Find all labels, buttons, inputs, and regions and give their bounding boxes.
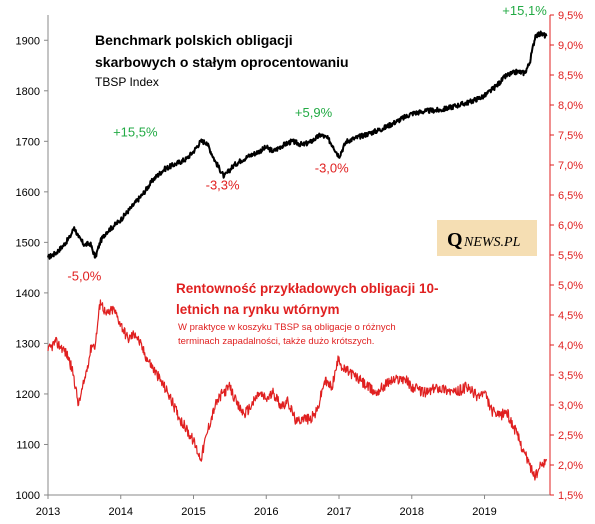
left-tick-label: 1500	[16, 237, 40, 249]
right-tick-label: 6,5%	[558, 190, 583, 202]
change-annotation: +15,5%	[113, 124, 158, 139]
change-annotation: -5,0%	[67, 268, 101, 283]
right-tick-label: 8,0%	[558, 100, 583, 112]
right-tick-label: 2,0%	[558, 460, 583, 472]
yield-note-line2: terminach zapadalności, także dużo króts…	[178, 336, 374, 347]
x-tick-label: 2019	[472, 506, 496, 518]
right-tick-label: 2,5%	[558, 430, 583, 442]
x-tick-label: 2015	[181, 506, 205, 518]
bond-yield-line	[47, 299, 547, 481]
change-annotation: +5,9%	[295, 105, 333, 120]
yield-title-line1: Rentowność przykładowych obligacji 10-	[176, 281, 439, 296]
right-tick-label: 5,5%	[558, 250, 583, 262]
x-tick-label: 2014	[109, 506, 133, 518]
tbsp-index-line	[47, 30, 548, 260]
right-tick-label: 9,5%	[558, 10, 583, 22]
left-tick-label: 1000	[16, 490, 40, 502]
left-tick-label: 1300	[16, 338, 40, 350]
left-tick-label: 1800	[16, 86, 40, 98]
left-tick-label: 1200	[16, 389, 40, 401]
left-tick-label: 1900	[16, 35, 40, 47]
right-tick-label: 4,0%	[558, 340, 583, 352]
right-tick-label: 7,0%	[558, 160, 583, 172]
change-annotation: -3,3%	[206, 177, 240, 192]
annotations: +15,5% -3,3% +5,9% -3,0% -5,0% +15,1%	[67, 3, 547, 283]
yield-title-line2: letnich na rynku wtórnym	[176, 302, 340, 317]
left-tick-label: 1100	[16, 439, 40, 451]
right-tick-label: 9,0%	[558, 40, 583, 52]
change-annotation: +15,1%	[502, 3, 547, 18]
change-annotation: -3,0%	[315, 161, 349, 176]
right-tick-label: 8,5%	[558, 70, 583, 82]
qnews-logo: Q NEWS.PL	[437, 220, 537, 256]
x-tick-label: 2016	[254, 506, 278, 518]
right-tick-label: 4,5%	[558, 310, 583, 322]
chart-title-line2: skarbowych o stałym oprocentowaniu	[95, 54, 349, 70]
chart-title-line1: Benchmark polskich obligacji	[95, 32, 293, 48]
yield-note-line1: W praktyce w koszyku TBSP są obligacje o…	[178, 322, 396, 333]
right-axis-ticks: 1,5% 2,0% 2,5% 3,0% 3,5% 4,0% 4,5% 5,0% 5,5% 6,0%…	[550, 10, 583, 502]
left-axis-ticks: 1000 1100 1200 1300 1400 1500 1600 1700 1800 1900	[16, 35, 48, 502]
right-tick-label: 6,0%	[558, 220, 583, 232]
x-tick-label: 2013	[36, 506, 60, 518]
right-tick-label: 7,5%	[558, 130, 583, 142]
series-lines	[47, 30, 548, 481]
x-tick-label: 2017	[327, 506, 351, 518]
x-tick-label: 2018	[400, 506, 424, 518]
x-axis-ticks: 2013 2014 2015 2016 2017 2018 2019	[36, 495, 497, 518]
logo-background	[437, 220, 537, 256]
left-tick-label: 1600	[16, 187, 40, 199]
chart-subtitle: TBSP Index	[95, 75, 159, 89]
logo-text: NEWS.PL	[463, 235, 521, 250]
right-tick-label: 3,0%	[558, 400, 583, 412]
right-tick-label: 5,0%	[558, 280, 583, 292]
right-tick-label: 1,5%	[558, 490, 583, 502]
right-tick-label: 3,5%	[558, 370, 583, 382]
logo-letter: Q	[447, 229, 463, 251]
left-tick-label: 1700	[16, 136, 40, 148]
left-tick-label: 1400	[16, 288, 40, 300]
